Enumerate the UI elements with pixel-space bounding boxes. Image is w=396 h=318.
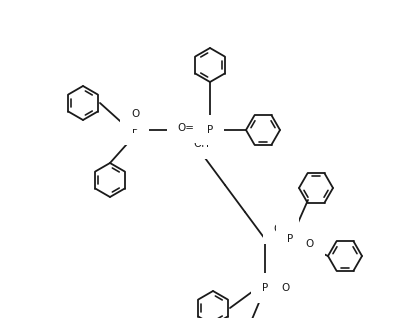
Text: P: P <box>262 283 268 293</box>
Text: O: O <box>281 283 289 293</box>
Text: P: P <box>287 234 293 244</box>
Text: OH: OH <box>273 224 289 234</box>
Text: P: P <box>132 125 138 135</box>
Text: P: P <box>207 125 213 135</box>
Text: O: O <box>306 239 314 249</box>
Text: O=: O= <box>177 123 194 133</box>
Text: OH: OH <box>193 139 209 149</box>
Text: O: O <box>131 109 139 119</box>
